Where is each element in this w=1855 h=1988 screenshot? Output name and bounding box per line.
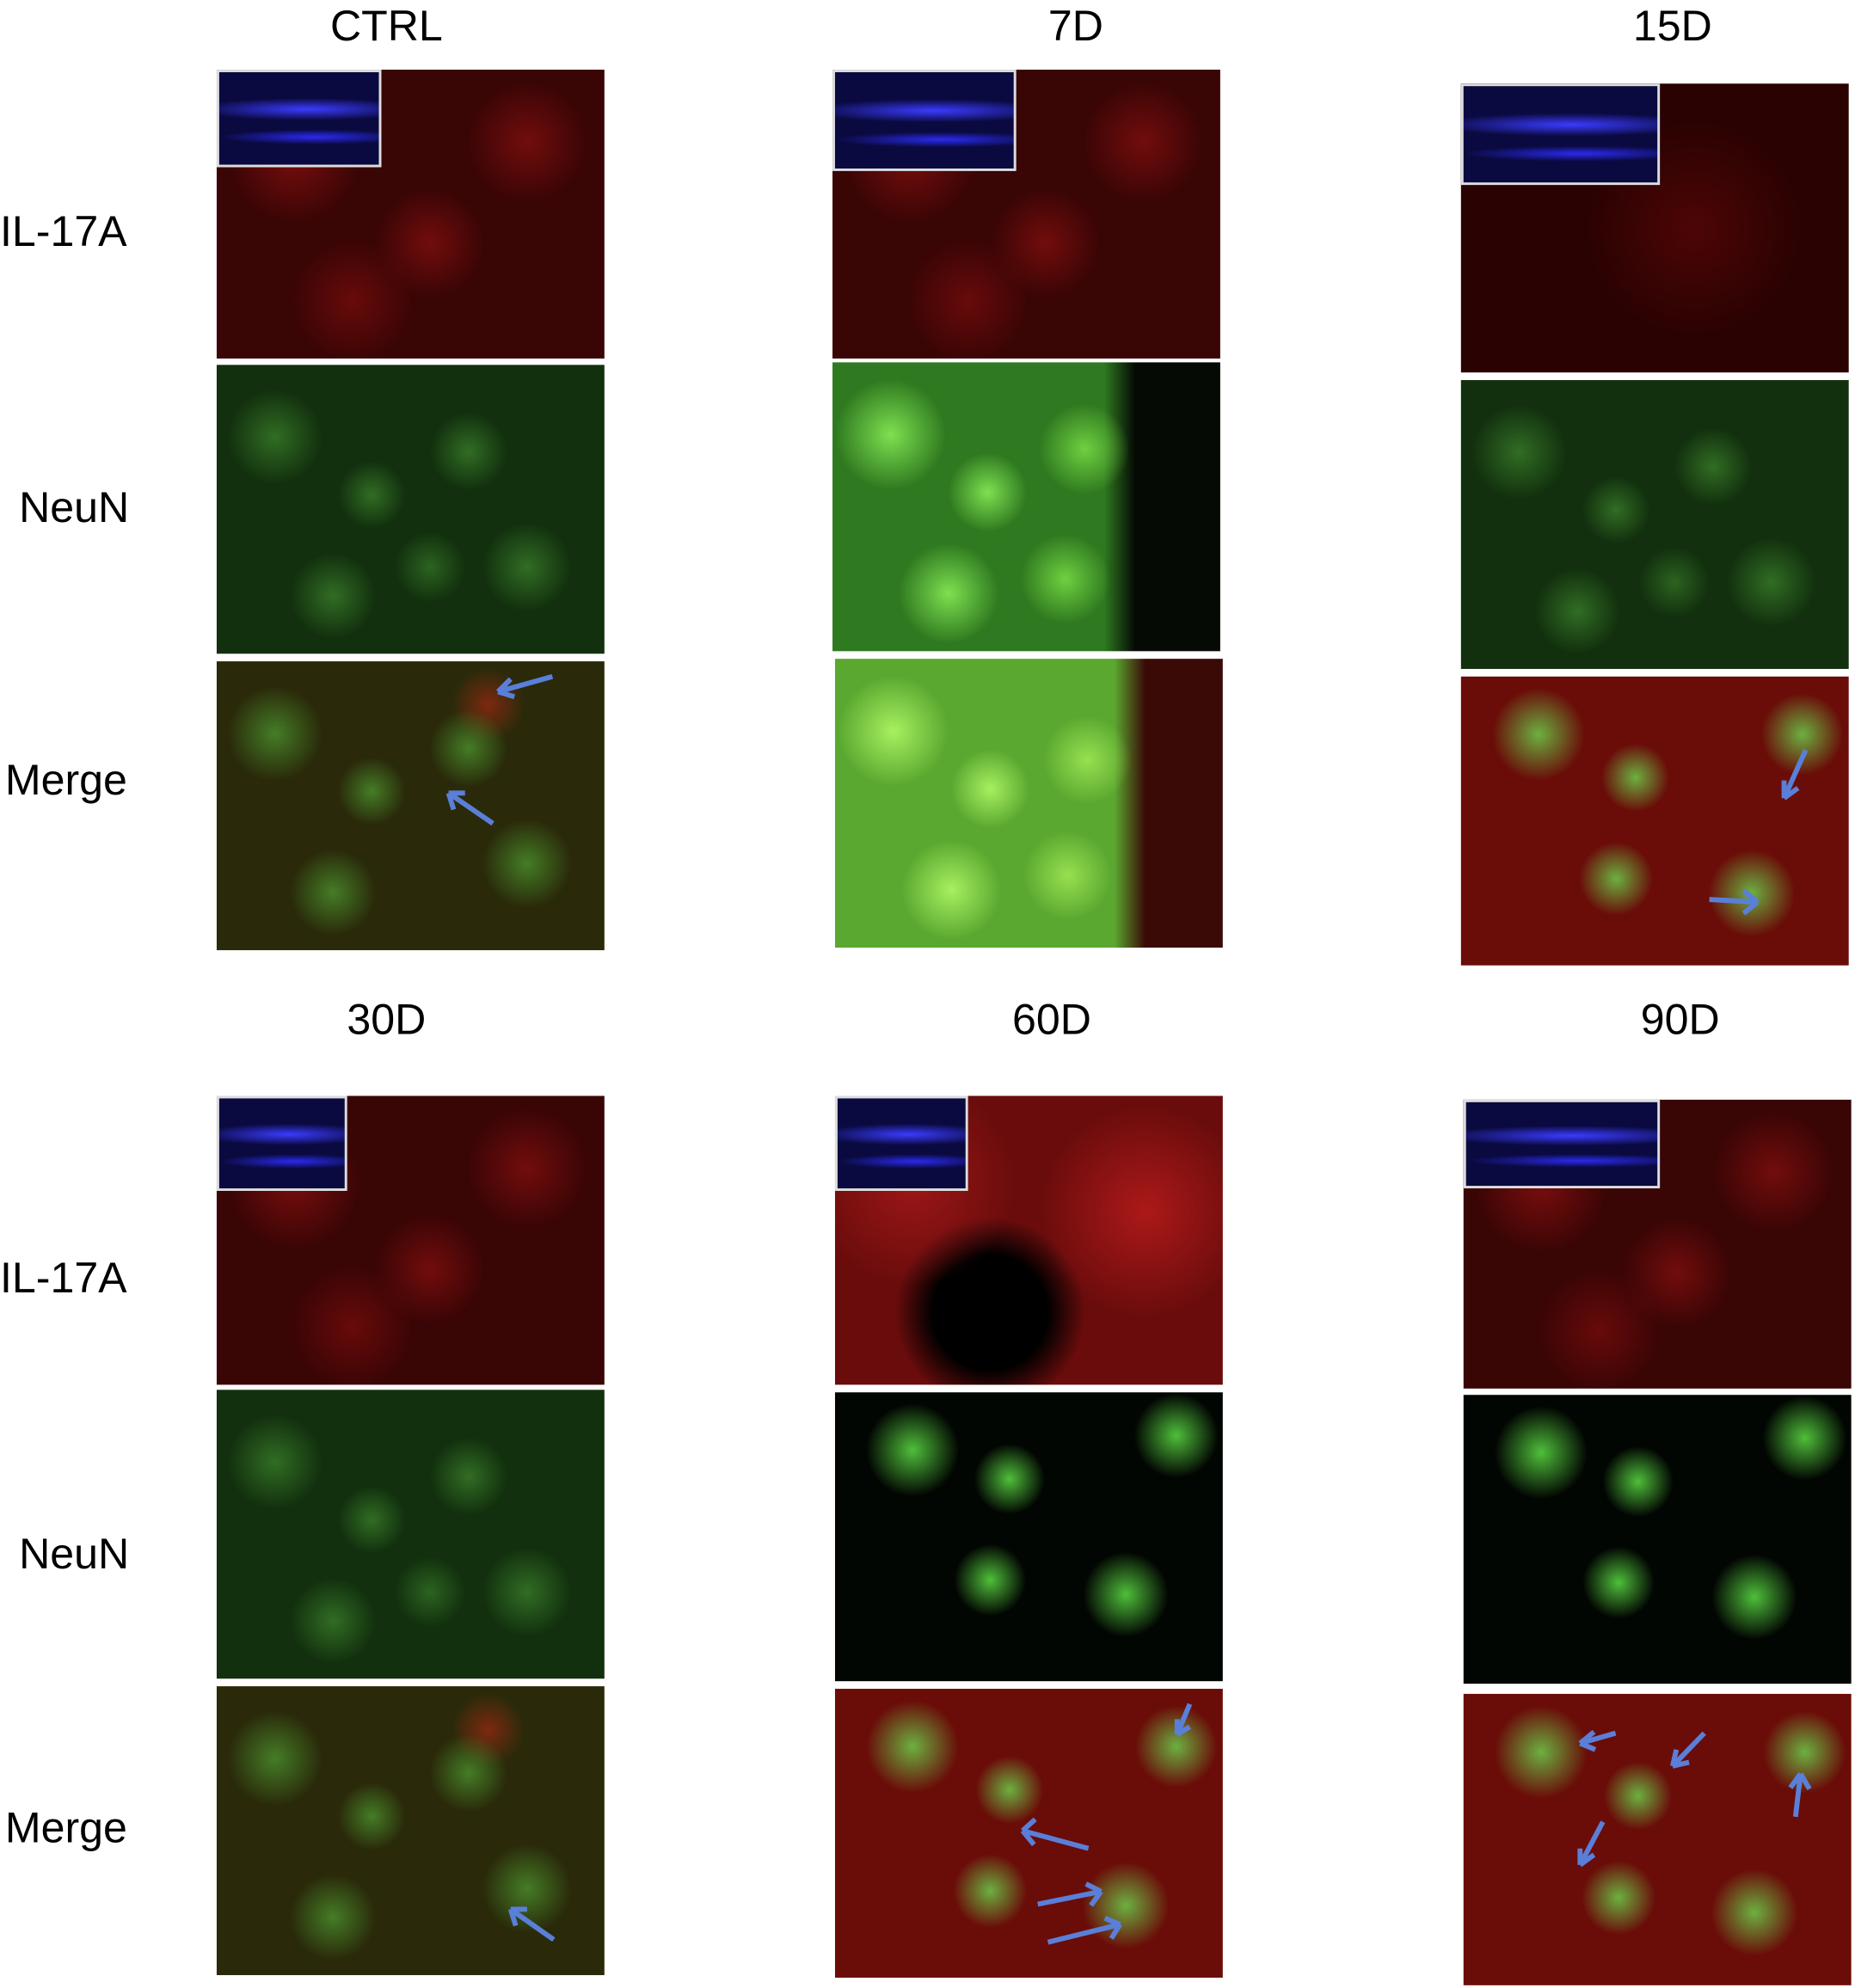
arrow-icon xyxy=(1709,749,1809,916)
dapi-inset xyxy=(1460,83,1661,186)
dapi-inset xyxy=(1463,1099,1661,1189)
micrograph-7d-merge xyxy=(834,659,1223,948)
micrograph-30d-merge xyxy=(216,1686,605,1976)
micrograph-15d-il17a xyxy=(1460,83,1849,373)
micrograph-30d-il17a xyxy=(216,1095,605,1385)
arrow-icon xyxy=(445,673,554,826)
arrow-icon xyxy=(507,1906,556,1942)
micrograph-7d-neun xyxy=(832,362,1220,652)
micrograph-ctrl-il17a xyxy=(216,70,605,359)
column-title-15d: 15D xyxy=(1632,2,1712,51)
row-label-il17a: IL-17A xyxy=(0,207,127,256)
micrograph-90d-neun xyxy=(1463,1395,1852,1684)
column-title-90d: 90D xyxy=(1640,996,1720,1045)
micrograph-7d-il17a xyxy=(832,70,1220,359)
dapi-inset xyxy=(832,70,1017,171)
micrograph-60d-il17a xyxy=(834,1095,1223,1385)
micrograph-90d-il17a xyxy=(1463,1099,1852,1389)
row-label-neun: NeuN xyxy=(19,483,130,532)
micrograph-15d-neun xyxy=(1460,380,1849,669)
micrograph-60d-neun xyxy=(834,1392,1223,1682)
column-title-30d: 30D xyxy=(347,996,427,1045)
column-title-ctrl: CTRL xyxy=(329,2,443,51)
dapi-inset xyxy=(834,1095,968,1191)
micrograph-60d-merge xyxy=(834,1689,1223,1978)
row-label-merge: Merge xyxy=(4,756,127,805)
arrow-icon xyxy=(1020,1703,1193,1945)
micrograph-30d-neun xyxy=(216,1390,605,1679)
row-label-merge: Merge xyxy=(4,1804,127,1853)
micrograph-15d-merge xyxy=(1460,676,1849,966)
micrograph-ctrl-merge xyxy=(216,661,605,951)
dapi-inset xyxy=(216,70,382,168)
micrograph-90d-merge xyxy=(1463,1693,1852,1985)
row-label-il17a: IL-17A xyxy=(0,1254,127,1303)
dapi-inset xyxy=(216,1095,347,1191)
column-title-7d: 7D xyxy=(1047,2,1103,51)
arrow-icon xyxy=(1577,1729,1812,1868)
micrograph-ctrl-neun xyxy=(216,365,605,654)
row-label-neun: NeuN xyxy=(19,1530,130,1579)
column-title-60d: 60D xyxy=(1011,996,1091,1045)
